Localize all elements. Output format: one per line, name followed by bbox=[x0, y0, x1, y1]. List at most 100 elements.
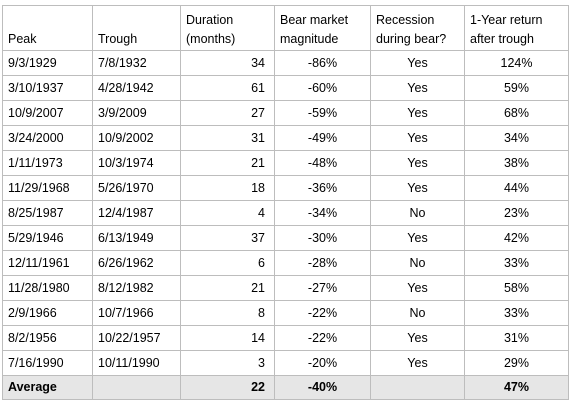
peak-cell: 8/2/1956 bbox=[2, 325, 93, 351]
peak-cell: 9/3/1929 bbox=[2, 50, 93, 76]
trough-cell: 6/26/1962 bbox=[92, 250, 181, 276]
table-body: 9/3/1929 7/8/1932 34 -86% Yes 124% 3/10/1937 4/… bbox=[2, 50, 569, 376]
magnitude-cell: -60% bbox=[274, 75, 371, 101]
duration-cell: 4 bbox=[180, 200, 275, 226]
header-recession-line1: Recession bbox=[376, 13, 435, 27]
magnitude-cell: -59% bbox=[274, 100, 371, 126]
magnitude-cell: -36% bbox=[274, 175, 371, 201]
return-cell: 42% bbox=[464, 225, 569, 251]
duration-cell: 6 bbox=[180, 250, 275, 276]
header-bear-line2: magnitude bbox=[280, 32, 339, 46]
header-row: Peak Trough Duration (months) Bear market… bbox=[2, 5, 569, 51]
table-row: 9/3/1929 7/8/1932 34 -86% Yes 124% bbox=[2, 50, 569, 76]
average-label: Average bbox=[2, 375, 93, 400]
trough-cell: 10/22/1957 bbox=[92, 325, 181, 351]
header-duration-line2: (months) bbox=[186, 32, 236, 46]
trough-cell: 10/7/1966 bbox=[92, 300, 181, 326]
trough-cell: 7/8/1932 bbox=[92, 50, 181, 76]
average-recession-empty bbox=[370, 375, 465, 400]
table-row: 12/11/1961 6/26/1962 6 -28% No 33% bbox=[2, 250, 569, 276]
table-row: 10/9/2007 3/9/2009 27 -59% Yes 68% bbox=[2, 100, 569, 126]
header-peak-label: Peak bbox=[8, 32, 37, 46]
table-row: 3/10/1937 4/28/1942 61 -60% Yes 59% bbox=[2, 75, 569, 101]
return-cell: 29% bbox=[464, 350, 569, 376]
peak-cell: 2/9/1966 bbox=[2, 300, 93, 326]
return-cell: 33% bbox=[464, 300, 569, 326]
duration-cell: 8 bbox=[180, 300, 275, 326]
trough-cell: 6/13/1949 bbox=[92, 225, 181, 251]
average-trough-empty bbox=[92, 375, 181, 400]
table-header: Peak Trough Duration (months) Bear market… bbox=[2, 5, 569, 51]
table-row: 2/9/1966 10/7/1966 8 -22% No 33% bbox=[2, 300, 569, 326]
trough-cell: 10/9/2002 bbox=[92, 125, 181, 151]
magnitude-cell: -20% bbox=[274, 350, 371, 376]
magnitude-cell: -22% bbox=[274, 300, 371, 326]
return-cell: 34% bbox=[464, 125, 569, 151]
header-return: 1-Year return after trough bbox=[464, 5, 569, 51]
average-duration: 22 bbox=[180, 375, 275, 400]
magnitude-cell: -30% bbox=[274, 225, 371, 251]
table-footer: Average 22 -40% 47% bbox=[2, 375, 569, 400]
table-row: 1/11/1973 10/3/1974 21 -48% Yes 38% bbox=[2, 150, 569, 176]
header-recession-line2: during bear? bbox=[376, 32, 447, 46]
return-cell: 33% bbox=[464, 250, 569, 276]
recession-cell: Yes bbox=[370, 175, 465, 201]
return-cell: 58% bbox=[464, 275, 569, 301]
trough-cell: 4/28/1942 bbox=[92, 75, 181, 101]
trough-cell: 12/4/1987 bbox=[92, 200, 181, 226]
peak-cell: 1/11/1973 bbox=[2, 150, 93, 176]
return-cell: 68% bbox=[464, 100, 569, 126]
recession-cell: Yes bbox=[370, 125, 465, 151]
recession-cell: Yes bbox=[370, 50, 465, 76]
table-row: 7/16/1990 10/11/1990 3 -20% Yes 29% bbox=[2, 350, 569, 376]
header-trough-label: Trough bbox=[98, 32, 138, 46]
header-return-line2: after trough bbox=[470, 32, 534, 46]
duration-cell: 3 bbox=[180, 350, 275, 376]
magnitude-cell: -28% bbox=[274, 250, 371, 276]
peak-cell: 12/11/1961 bbox=[2, 250, 93, 276]
magnitude-cell: -86% bbox=[274, 50, 371, 76]
recession-cell: Yes bbox=[370, 325, 465, 351]
header-return-line1: 1-Year return bbox=[470, 13, 543, 27]
trough-cell: 10/3/1974 bbox=[92, 150, 181, 176]
average-row: Average 22 -40% 47% bbox=[2, 375, 569, 400]
duration-cell: 21 bbox=[180, 275, 275, 301]
peak-cell: 5/29/1946 bbox=[2, 225, 93, 251]
duration-cell: 21 bbox=[180, 150, 275, 176]
header-peak: Peak bbox=[2, 5, 93, 51]
bear-market-table: Peak Trough Duration (months) Bear market… bbox=[2, 5, 569, 400]
average-return: 47% bbox=[464, 375, 569, 400]
trough-cell: 10/11/1990 bbox=[92, 350, 181, 376]
duration-cell: 27 bbox=[180, 100, 275, 126]
duration-cell: 14 bbox=[180, 325, 275, 351]
table-row: 3/24/2000 10/9/2002 31 -49% Yes 34% bbox=[2, 125, 569, 151]
table-row: 8/25/1987 12/4/1987 4 -34% No 23% bbox=[2, 200, 569, 226]
table-row: 5/29/1946 6/13/1949 37 -30% Yes 42% bbox=[2, 225, 569, 251]
peak-cell: 8/25/1987 bbox=[2, 200, 93, 226]
duration-cell: 34 bbox=[180, 50, 275, 76]
trough-cell: 8/12/1982 bbox=[92, 275, 181, 301]
duration-cell: 37 bbox=[180, 225, 275, 251]
table-row: 8/2/1956 10/22/1957 14 -22% Yes 31% bbox=[2, 325, 569, 351]
header-bear-line1: Bear market bbox=[280, 13, 349, 27]
return-cell: 23% bbox=[464, 200, 569, 226]
recession-cell: No bbox=[370, 250, 465, 276]
magnitude-cell: -48% bbox=[274, 150, 371, 176]
magnitude-cell: -49% bbox=[274, 125, 371, 151]
duration-cell: 61 bbox=[180, 75, 275, 101]
peak-cell: 11/28/1980 bbox=[2, 275, 93, 301]
header-trough: Trough bbox=[92, 5, 181, 51]
peak-cell: 3/10/1937 bbox=[2, 75, 93, 101]
magnitude-cell: -34% bbox=[274, 200, 371, 226]
return-cell: 38% bbox=[464, 150, 569, 176]
recession-cell: Yes bbox=[370, 275, 465, 301]
peak-cell: 7/16/1990 bbox=[2, 350, 93, 376]
recession-cell: No bbox=[370, 300, 465, 326]
return-cell: 31% bbox=[464, 325, 569, 351]
peak-cell: 11/29/1968 bbox=[2, 175, 93, 201]
recession-cell: Yes bbox=[370, 75, 465, 101]
recession-cell: Yes bbox=[370, 150, 465, 176]
recession-cell: No bbox=[370, 200, 465, 226]
peak-cell: 10/9/2007 bbox=[2, 100, 93, 126]
trough-cell: 3/9/2009 bbox=[92, 100, 181, 126]
